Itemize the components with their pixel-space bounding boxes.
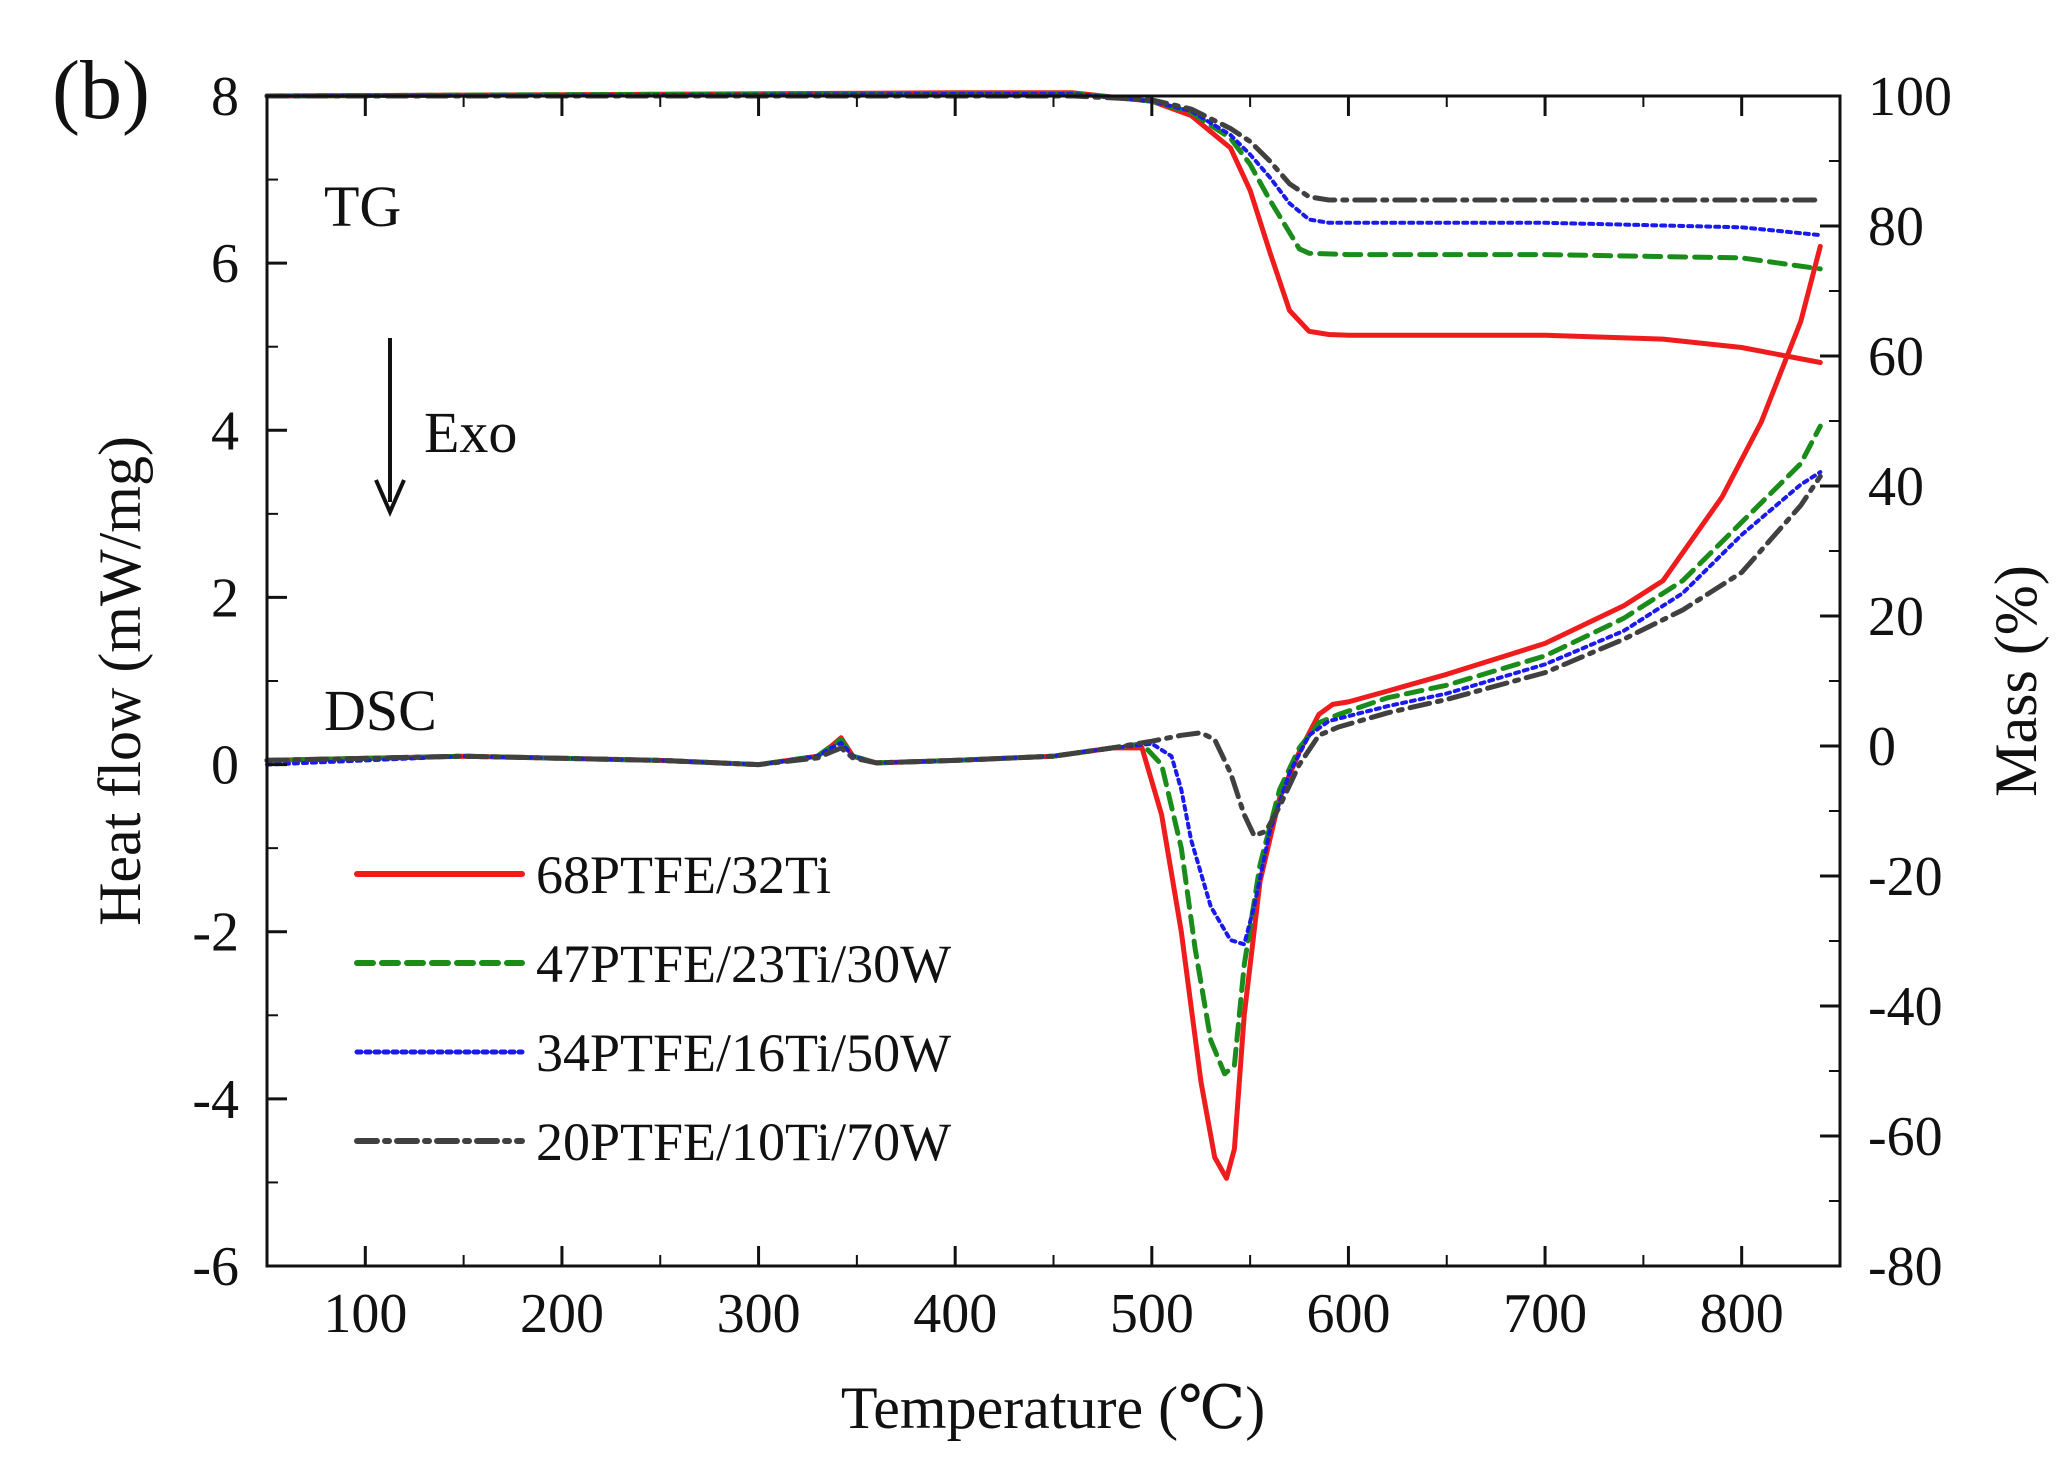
legend-label-1: 47PTFE/23Ti/30W xyxy=(536,934,951,994)
x-tick-label: 200 xyxy=(520,1283,604,1345)
plot-frame xyxy=(265,94,1842,1268)
y-tick-label: 8 xyxy=(211,66,239,128)
y-axis-title-right: Mass (%) xyxy=(1983,565,2049,797)
exo-annotation: Exo xyxy=(424,400,517,465)
y2-tick-label: 20 xyxy=(1868,586,1924,648)
y-tick-label: 2 xyxy=(211,567,239,629)
y-axis-title: Heat flow (mW/mg) xyxy=(87,436,153,926)
y2-tick-label: 0 xyxy=(1868,716,1896,778)
y-tick-label: -6 xyxy=(192,1236,239,1298)
y2-tick-label: -60 xyxy=(1868,1106,1943,1168)
dsc-curve-3 xyxy=(264,473,1823,839)
x-axis-title: Temperature (℃) xyxy=(841,1375,1265,1441)
x-tick-label: 600 xyxy=(1306,1283,1390,1345)
panel-label: (b) xyxy=(52,44,150,137)
dsc-annotation: DSC xyxy=(324,678,437,743)
legend: 68PTFE/32Ti 47PTFE/23Ti/30W 34PTFE/16Ti/50… xyxy=(354,845,951,1172)
dsc-curve-2 xyxy=(265,470,1823,947)
tg-annotation: TG xyxy=(324,174,401,239)
y2-tick-label: 60 xyxy=(1868,326,1924,388)
y-tick-label: 6 xyxy=(211,233,239,295)
ticks-layer: 100 200 300 400 500 600 700 800-6-4-202468-80-6… xyxy=(192,66,1952,1345)
x-tick-label: 700 xyxy=(1503,1283,1587,1345)
x-tick-label: 300 xyxy=(717,1283,801,1345)
dsc-curve-1 xyxy=(264,423,1823,1077)
legend-label-0: 68PTFE/32Ti xyxy=(536,845,831,905)
y-tick-label: -4 xyxy=(192,1069,239,1131)
x-tick-label: 800 xyxy=(1700,1283,1784,1345)
legend-label-2: 34PTFE/16Ti/50W xyxy=(536,1023,951,1083)
y2-tick-label: -80 xyxy=(1868,1236,1943,1298)
exo-arrow-icon xyxy=(374,338,406,517)
x-tick-label: 500 xyxy=(1110,1283,1194,1345)
y2-tick-label: 100 xyxy=(1868,66,1952,128)
tg-curve-1 xyxy=(264,90,1823,272)
series-1 xyxy=(264,90,1823,1077)
y-tick-label: 0 xyxy=(211,735,239,797)
y2-tick-label: -40 xyxy=(1868,976,1943,1038)
legend-label-3: 20PTFE/10Ti/70W xyxy=(536,1112,951,1172)
y2-tick-label: -20 xyxy=(1868,846,1943,908)
y2-tick-label: 80 xyxy=(1868,196,1924,258)
y2-tick-label: 40 xyxy=(1868,456,1924,518)
y-tick-label: -2 xyxy=(192,902,239,964)
x-tick-label: 400 xyxy=(913,1283,997,1345)
y-tick-label: 4 xyxy=(211,400,239,462)
x-tick-label: 100 xyxy=(323,1283,407,1345)
